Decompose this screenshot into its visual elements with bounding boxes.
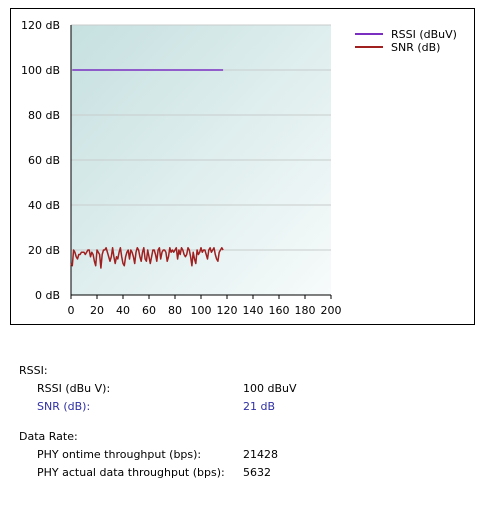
chart-container: 0 dB 20 dB 40 dB 60 dB 80 dB 100 dB 120 dB 0 20… xyxy=(10,8,475,325)
x-tick-label: 180 xyxy=(295,304,316,317)
legend-label: SNR (dB) xyxy=(391,41,440,54)
x-tick-label: 200 xyxy=(321,304,342,317)
x-ticks: 0 20 40 60 80 100 120 140 160 180 200 xyxy=(68,295,342,317)
y-tick-label: 60 dB xyxy=(28,154,60,167)
snr-label: SNR (dB): xyxy=(37,400,91,413)
y-tick-label: 20 dB xyxy=(28,244,60,257)
x-tick-label: 40 xyxy=(116,304,130,317)
y-tick-label: 120 dB xyxy=(21,19,60,32)
series-lines xyxy=(70,69,224,269)
phy-ontime-label: PHY ontime throughput (bps): xyxy=(37,448,202,461)
y-tick-label: 0 dB xyxy=(35,289,60,302)
x-tick-label: 120 xyxy=(217,304,238,317)
rssi-value: 100 dBuV xyxy=(243,382,297,395)
rssi-heading: RSSI: xyxy=(19,364,48,377)
legend-label: RSSI (dBuV) xyxy=(391,28,457,41)
rssi-label: RSSI (dBu V): xyxy=(37,382,111,395)
snr-value: 21 dB xyxy=(243,400,276,413)
data-rate-heading: Data Rate: xyxy=(19,430,78,443)
y-tick-label: 100 dB xyxy=(21,64,60,77)
phy-ontime-value: 21428 xyxy=(243,448,278,461)
y-ticks: 0 dB 20 dB 40 dB 60 dB 80 dB 100 dB 120 dB xyxy=(21,19,60,302)
x-tick-label: 20 xyxy=(90,304,104,317)
x-tick-label: 60 xyxy=(142,304,156,317)
x-tick-label: 80 xyxy=(168,304,182,317)
phy-actual-label: PHY actual data throughput (bps): xyxy=(37,466,225,479)
series-line-snr xyxy=(70,247,224,269)
x-tick-label: 100 xyxy=(191,304,212,317)
legend: RSSI (dBuV)SNR (dB) xyxy=(355,28,457,54)
x-tick-label: 160 xyxy=(269,304,290,317)
x-tick-label: 0 xyxy=(68,304,75,317)
x-tick-label: 140 xyxy=(243,304,264,317)
grid-lines xyxy=(71,24,331,251)
line-chart: 0 dB 20 dB 40 dB 60 dB 80 dB 100 dB 120 dB 0 20… xyxy=(21,19,457,317)
y-tick-label: 40 dB xyxy=(28,199,60,212)
y-tick-label: 80 dB xyxy=(28,109,60,122)
phy-actual-value: 5632 xyxy=(243,466,271,479)
